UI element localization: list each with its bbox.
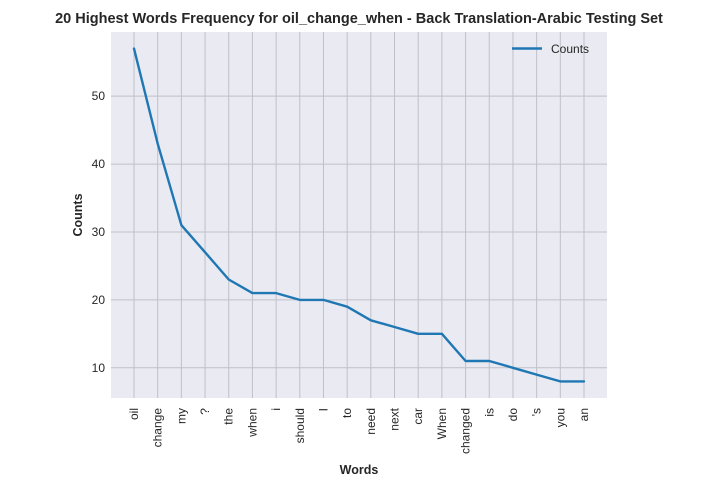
x-tick-label: ? <box>198 408 212 415</box>
y-tick-label: 20 <box>92 293 106 307</box>
y-tick-label: 30 <box>92 225 106 239</box>
x-tick-label: the <box>222 408 236 425</box>
x-tick-label: an <box>577 408 591 421</box>
x-tick-label: When <box>435 408 449 439</box>
x-axis-label: Words <box>340 463 379 477</box>
x-tick-label: to <box>340 408 354 418</box>
x-tick-label: you <box>553 408 567 427</box>
y-gridlines <box>111 95 607 369</box>
x-tick-label: 's <box>530 408 544 416</box>
x-tick-label: oil <box>127 408 141 420</box>
x-tick-label: is <box>482 408 496 417</box>
plot-area <box>111 32 607 398</box>
x-tick-label: car <box>411 408 425 425</box>
x-tick-label: do <box>506 408 520 422</box>
x-tick-label: my <box>174 408 188 424</box>
series-layer <box>132 47 586 383</box>
x-tick-label: need <box>364 408 378 435</box>
x-tick-label: i <box>269 408 283 411</box>
x-tick-label: I <box>316 408 330 411</box>
y-tick-labels: 10 20 30 40 50 <box>92 89 106 375</box>
y-axis-label: Counts <box>71 193 85 236</box>
y-tick-label: 10 <box>92 361 106 375</box>
x-tick-label: when <box>245 408 259 438</box>
y-tick-label: 40 <box>92 157 106 171</box>
series-line-counts <box>132 47 586 383</box>
legend: Counts <box>512 42 589 56</box>
y-tick-label: 50 <box>92 89 106 103</box>
legend-label-counts: Counts <box>551 42 589 56</box>
x-tick-label: changed <box>459 408 473 454</box>
x-tick-label: change <box>151 408 165 448</box>
chart-title: 20 Highest Words Frequency for oil_chang… <box>55 11 663 27</box>
x-tick-label: next <box>388 407 402 430</box>
x-gridlines <box>133 32 585 398</box>
x-tick-label: should <box>293 408 307 443</box>
